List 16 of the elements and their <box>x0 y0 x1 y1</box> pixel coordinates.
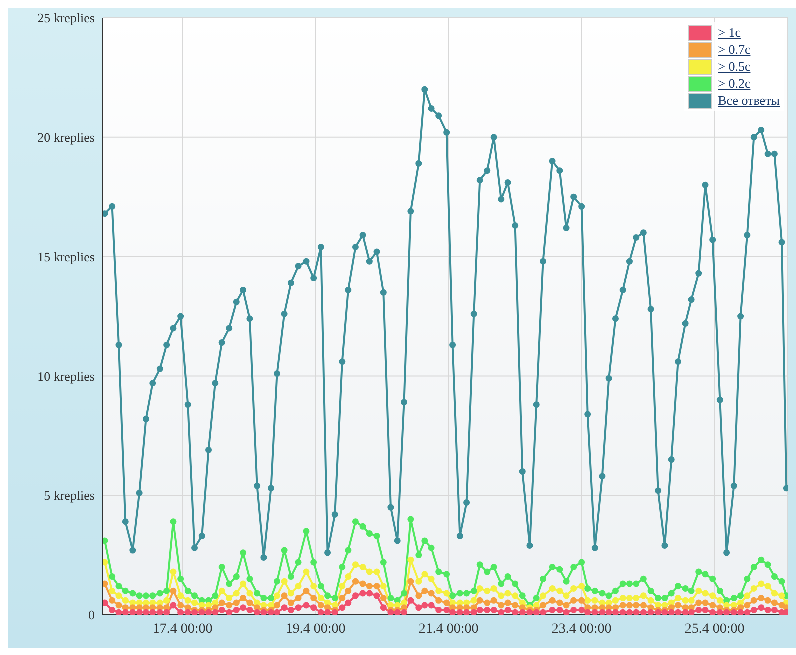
x-tick-label: 25.4 00:00 <box>684 622 745 637</box>
y-tick-label: 5 kreplies <box>44 488 95 504</box>
x-tick-label: 19.4 00:00 <box>286 622 346 637</box>
y-tick-label: 15 kreplies <box>38 249 95 264</box>
legend-label: > 1c <box>718 24 741 40</box>
y-tick-label: 25 kreplies <box>38 10 95 26</box>
x-tick-label: 17.4 00:00 <box>152 622 213 637</box>
y-tick-label: 10 kreplies <box>38 368 95 384</box>
y-tick-label: 20 kreplies <box>38 130 95 146</box>
x-tick-label: 23.4 00:00 <box>552 622 612 637</box>
legend-label: > 0.5c <box>718 58 751 74</box>
x-tick-label: 21.4 00:00 <box>418 622 479 637</box>
y-tick-label: 0 <box>88 608 95 623</box>
legend-label: > 0.2c <box>718 76 751 92</box>
legend-label: > 0.7c <box>718 42 751 58</box>
legend-label: Все ответы <box>718 92 780 108</box>
